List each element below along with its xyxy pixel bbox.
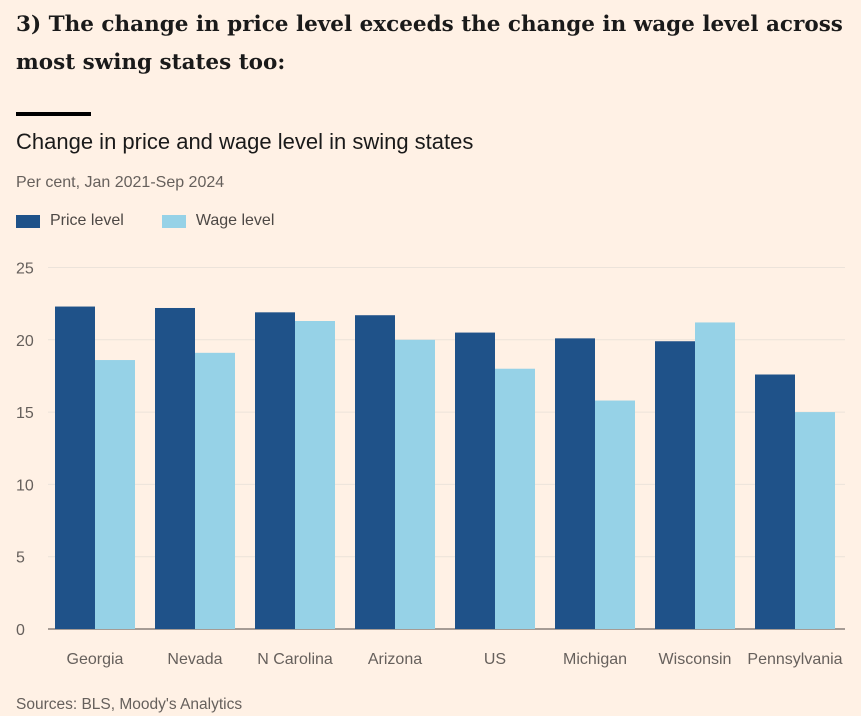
- x-tick-label: Pennsylvania: [747, 651, 842, 668]
- chart-title: Change in price and wage level in swing …: [16, 129, 474, 154]
- bar-price: [755, 374, 795, 629]
- y-tick-label: 20: [16, 333, 34, 350]
- chart-subtitle: Per cent, Jan 2021-Sep 2024: [16, 174, 225, 191]
- bar-price: [155, 307, 195, 629]
- headline: 3) The change in price level exceeds the…: [16, 6, 861, 82]
- x-tick-label: Arizona: [368, 651, 422, 668]
- bar-price: [555, 338, 595, 629]
- bar-wage: [195, 352, 235, 629]
- bar-wage: [495, 368, 535, 629]
- bar-wage: [595, 400, 635, 629]
- legend-swatch-wage: [161, 214, 186, 228]
- y-tick-label: 5: [16, 550, 25, 567]
- bar-price: [655, 341, 695, 629]
- x-tick-label: N Carolina: [257, 651, 333, 668]
- legend: Price level Wage level: [16, 212, 312, 230]
- y-tick-label: 15: [16, 405, 34, 422]
- bar-wage: [695, 322, 735, 629]
- x-tick-label: US: [484, 651, 506, 668]
- x-tick-label: Nevada: [167, 651, 222, 668]
- bar-wage: [295, 321, 335, 629]
- x-tick-label: Georgia: [67, 651, 124, 668]
- bar-wage: [395, 339, 435, 629]
- legend-item-price: Price level: [16, 212, 124, 230]
- y-tick-label: 0: [16, 622, 25, 639]
- legend-label-price: Price level: [50, 212, 124, 229]
- bar-wage: [795, 412, 835, 629]
- x-tick-label: Michigan: [563, 651, 627, 668]
- bar-price: [255, 312, 295, 629]
- x-tick-label: Wisconsin: [659, 651, 732, 668]
- headline-line-1: 3) The change in price level exceeds the…: [16, 12, 843, 37]
- title-rule: [16, 112, 91, 116]
- chart-source: Sources: BLS, Moody's Analytics: [16, 696, 243, 713]
- bar-price: [55, 306, 95, 629]
- bar-price: [455, 332, 495, 629]
- bar-wage: [95, 360, 135, 629]
- legend-item-wage: Wage level: [161, 212, 275, 230]
- legend-swatch-price: [16, 214, 40, 228]
- bar-price: [355, 315, 395, 629]
- bar-chart: 0 5 10 15 20 25 Georgia Nevada N Carolina Arizona…: [16, 261, 845, 668]
- y-tick-label: 10: [16, 477, 34, 494]
- headline-line-2: most swing states too:: [16, 50, 286, 75]
- y-tick-label: 25: [16, 261, 34, 278]
- legend-label-wage: Wage level: [195, 212, 275, 229]
